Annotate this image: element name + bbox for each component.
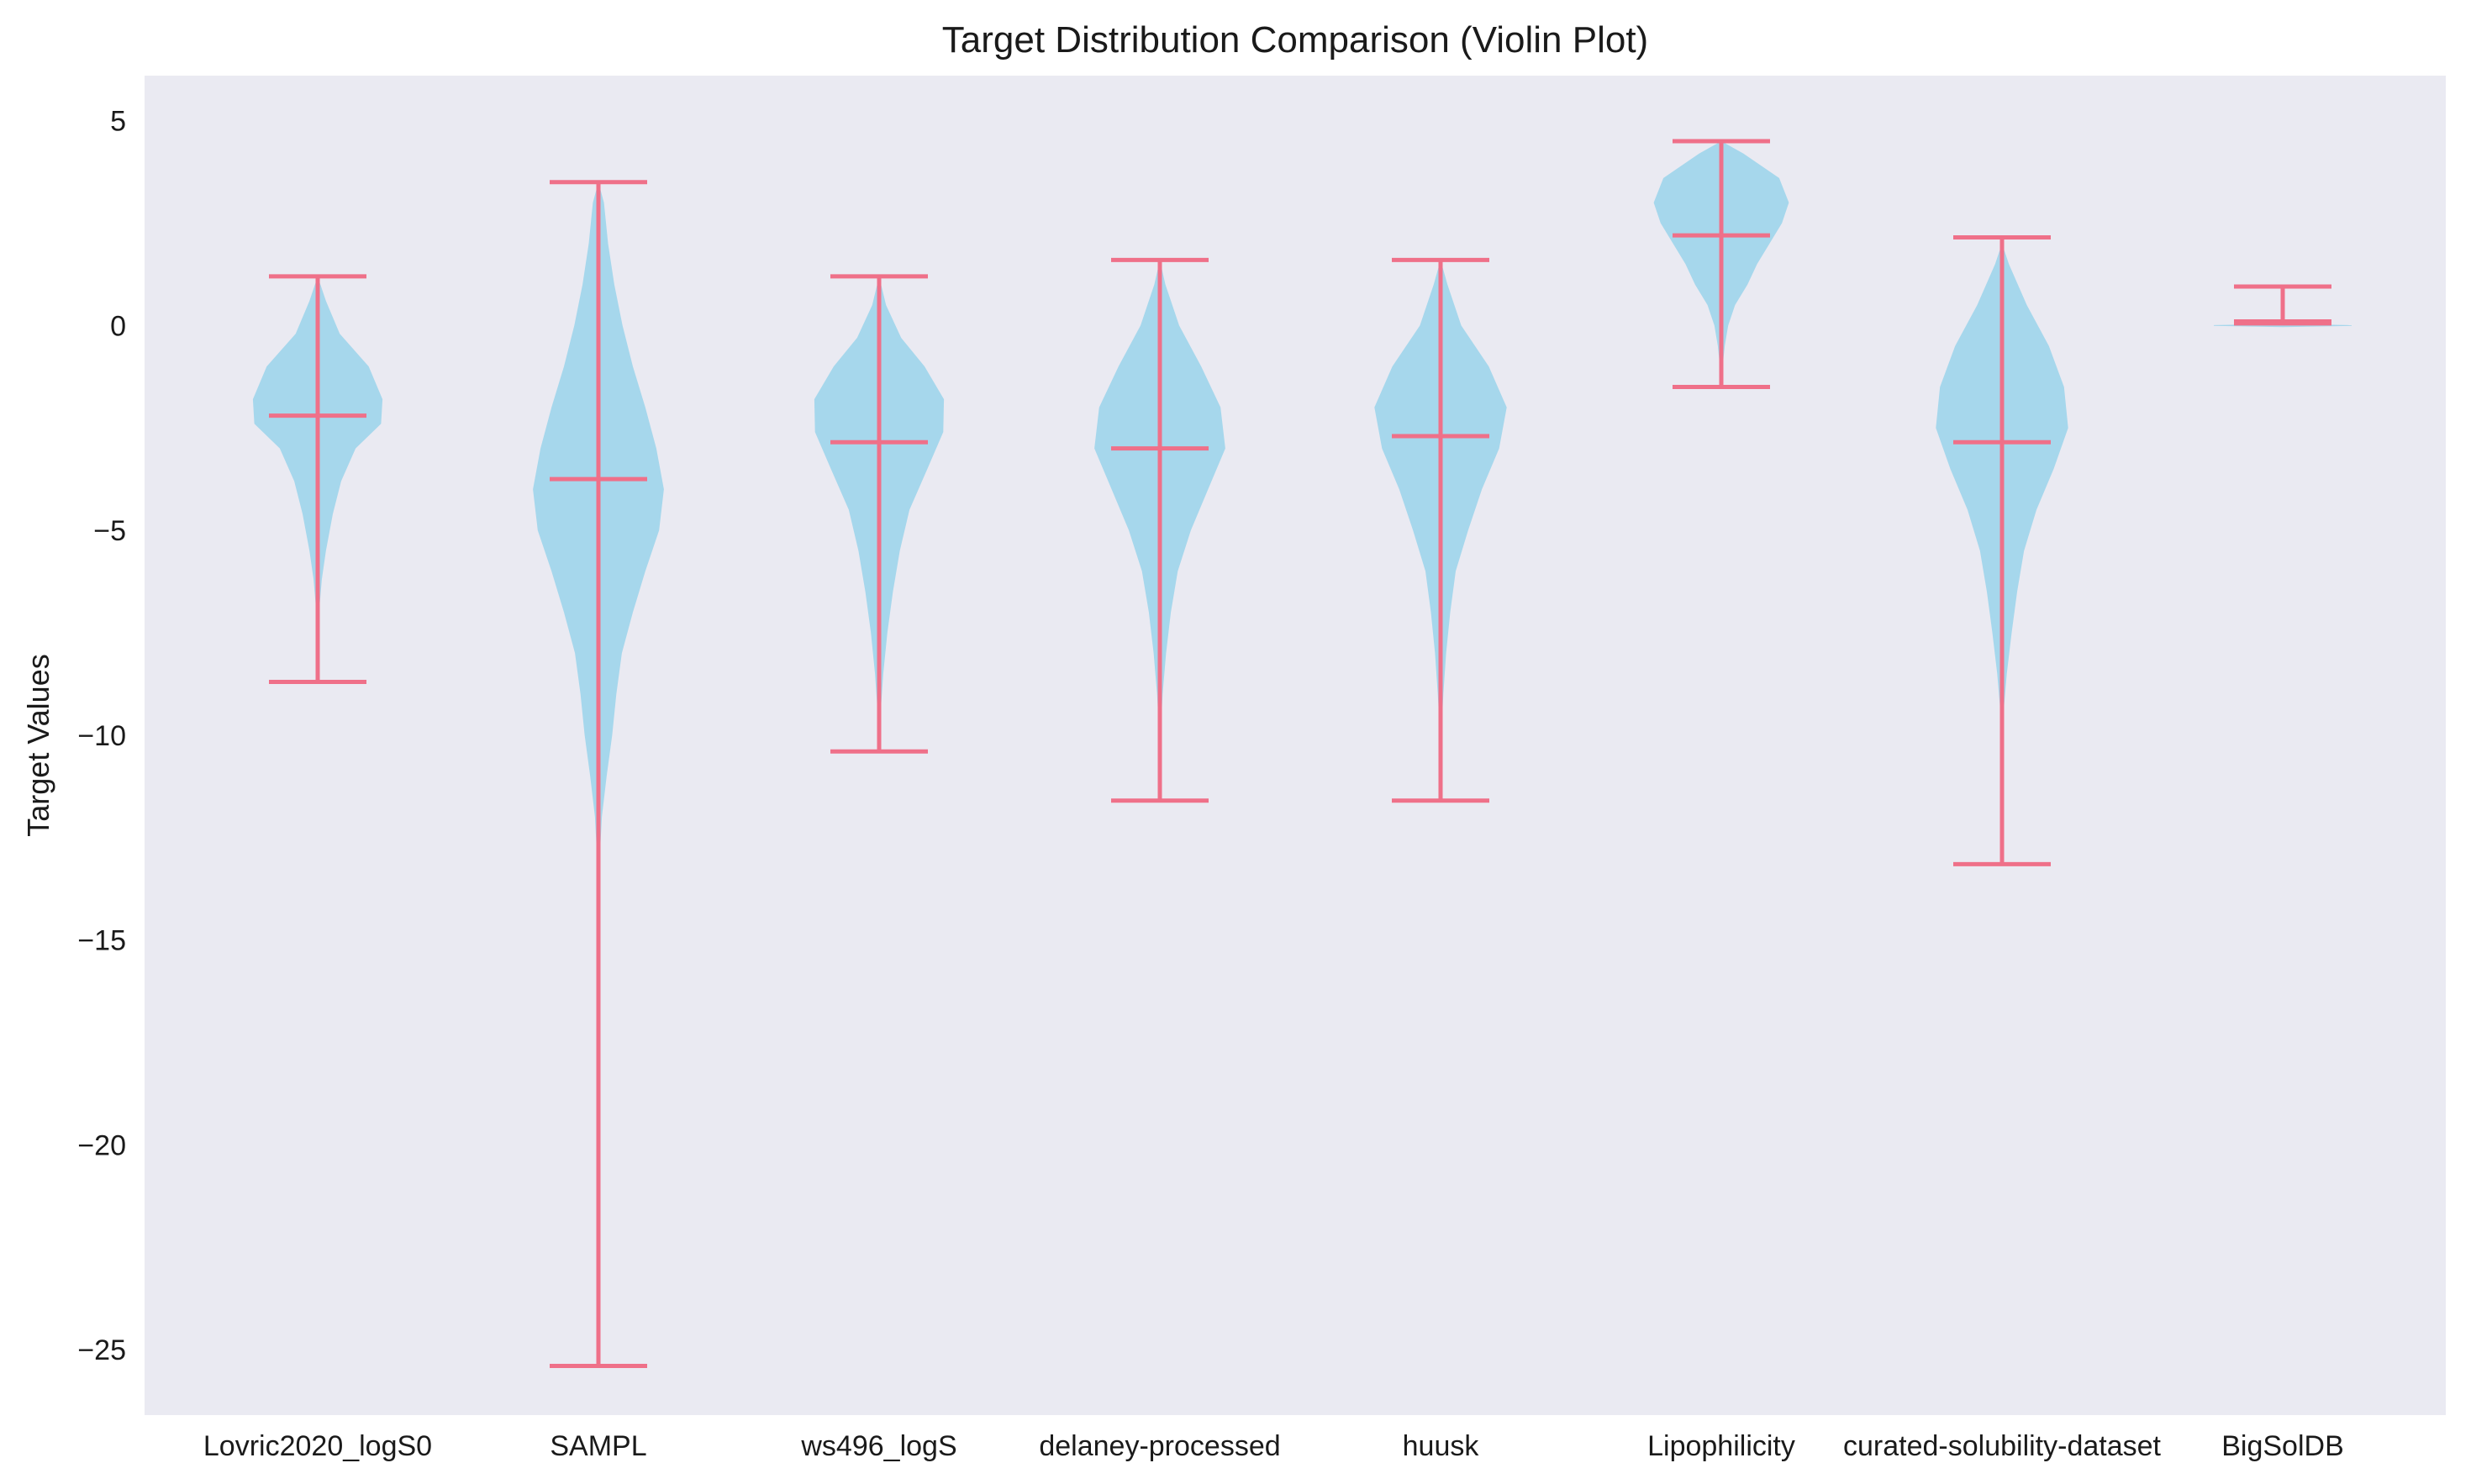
x-tick-label: curated-solubility-dataset (1843, 1430, 2162, 1462)
violin-range-lines (269, 139, 2331, 1369)
y-axis: 5 0 −5 −10 −15 −20 −25 (77, 106, 126, 1366)
y-tick-label: −20 (77, 1129, 126, 1161)
y-axis-label: Target Values (21, 654, 55, 836)
y-tick-label: −10 (77, 720, 126, 752)
y-tick-label: −25 (77, 1334, 126, 1366)
chart-title: Target Distribution Comparison (Violin P… (942, 19, 1648, 61)
y-tick-label: −5 (93, 515, 126, 547)
x-tick-label: huusk (1403, 1430, 1480, 1462)
y-tick-label: 0 (110, 310, 126, 342)
x-tick-label: delaney-processed (1039, 1430, 1280, 1462)
x-tick-label: Lovric2020_logS0 (203, 1430, 432, 1462)
x-axis: Lovric2020_logS0 SAMPL ws496_logS delaney-p… (203, 1430, 2344, 1462)
plot-background (145, 76, 2446, 1415)
x-tick-label: ws496_logS (800, 1430, 956, 1462)
y-tick-label: −15 (77, 925, 126, 957)
y-tick-label: 5 (110, 106, 126, 138)
x-tick-label: SAMPL (550, 1430, 646, 1462)
x-tick-label: Lipophilicity (1647, 1430, 1795, 1462)
x-tick-label: BigSolDB (2221, 1430, 2344, 1462)
